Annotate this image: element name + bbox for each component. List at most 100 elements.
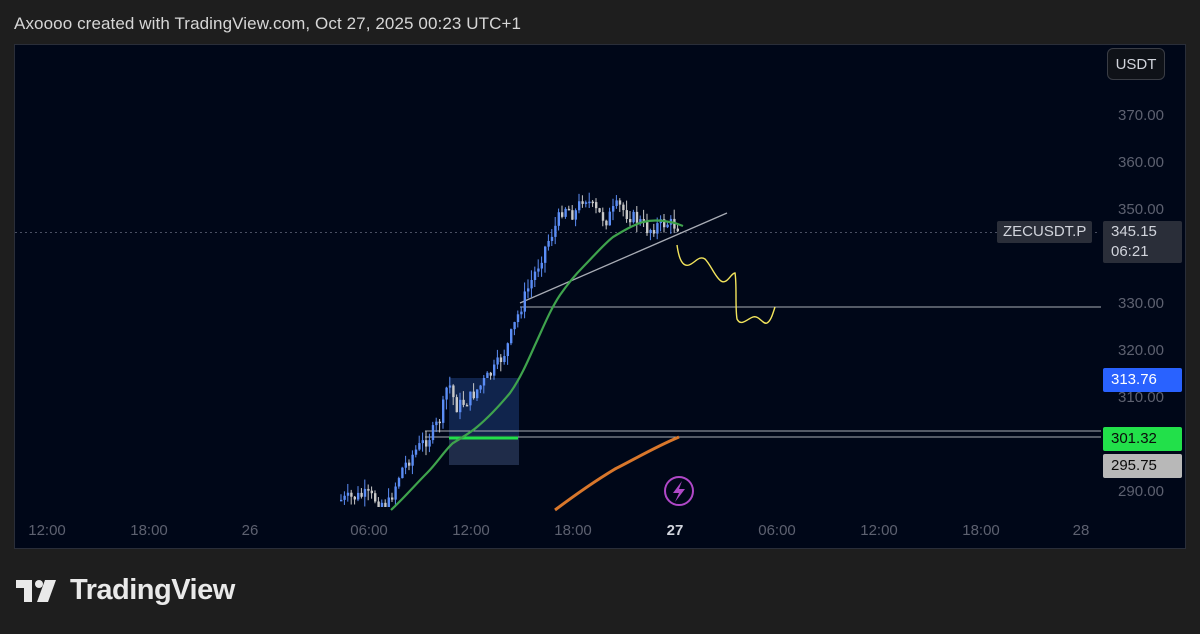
candle-body xyxy=(363,488,367,497)
candle-body xyxy=(411,454,414,466)
candle-body xyxy=(574,210,577,220)
candle-body xyxy=(591,201,594,204)
price-chart[interactable] xyxy=(15,45,1185,548)
candle-body xyxy=(506,343,509,357)
price-tick: 330.00 xyxy=(1118,295,1164,312)
candle-body xyxy=(482,377,486,386)
candle-body xyxy=(380,502,384,507)
candle-body xyxy=(530,279,533,289)
candle-body xyxy=(584,202,588,204)
chart-area[interactable]: USDT 370.00 360.00 350.00 330.00 320.00 … xyxy=(14,44,1186,549)
candle-body xyxy=(374,493,377,502)
candle-body xyxy=(598,208,601,213)
candle-body xyxy=(357,492,360,500)
moving-average-green xyxy=(390,219,684,511)
demand-zone-lower xyxy=(449,435,519,465)
last-price-value: 345.15 xyxy=(1111,223,1157,240)
time-tick: 12:00 xyxy=(28,522,66,539)
tradingview-logo[interactable]: TradingView xyxy=(16,574,235,607)
candle-body xyxy=(642,219,645,221)
symbol-label: ZECUSDT.P xyxy=(997,221,1093,243)
candle-body xyxy=(601,212,605,221)
candle-body xyxy=(428,440,431,447)
candle-body xyxy=(547,240,550,247)
candle-body xyxy=(340,499,343,502)
candle-body xyxy=(360,492,363,497)
candle-body xyxy=(605,220,608,226)
candle-body xyxy=(537,268,540,272)
candle-body xyxy=(391,497,394,500)
candle-body xyxy=(394,486,397,500)
candle-body xyxy=(567,208,571,211)
time-tick: 28 xyxy=(1072,522,1090,539)
projection-path xyxy=(676,244,776,324)
candle-body xyxy=(486,372,489,378)
price-tick: 310.00 xyxy=(1118,389,1164,406)
candle-body xyxy=(666,224,669,228)
candle-body xyxy=(629,219,632,223)
trend-line[interactable] xyxy=(519,212,728,304)
candle-body xyxy=(663,219,666,228)
candle-body xyxy=(561,212,564,217)
candle-body xyxy=(503,356,506,363)
currency-button[interactable]: USDT xyxy=(1107,48,1165,80)
candle-body xyxy=(459,399,462,413)
candle-body xyxy=(414,449,418,455)
candle-body xyxy=(510,329,513,344)
candle-body xyxy=(462,399,465,405)
candle-body xyxy=(608,211,611,226)
candle-body xyxy=(595,202,598,209)
candle-body xyxy=(472,391,475,399)
price-tick: 320.00 xyxy=(1118,342,1164,359)
candle-body xyxy=(520,311,523,315)
candle-body xyxy=(615,200,618,207)
candle-body xyxy=(465,404,469,407)
price-badge-gray: 295.75 xyxy=(1103,454,1182,478)
candle-body xyxy=(448,385,452,388)
time-tick: 06:00 xyxy=(758,522,796,539)
lightning-icon[interactable] xyxy=(664,476,694,506)
candle-body xyxy=(397,478,401,487)
candle-body xyxy=(516,314,520,323)
candle-body xyxy=(377,501,380,507)
candle-body xyxy=(533,271,537,280)
candle-body xyxy=(540,262,543,269)
candle-body xyxy=(452,385,455,398)
moving-average-orange xyxy=(554,435,680,512)
candle-body xyxy=(387,497,390,507)
candle-body xyxy=(639,219,642,223)
price-badge-blue: 313.76 xyxy=(1103,368,1182,392)
candle-body xyxy=(367,488,370,491)
candle-body xyxy=(656,223,659,234)
candle-body xyxy=(496,357,499,365)
candle-body xyxy=(578,201,581,211)
candle-body xyxy=(469,391,472,406)
candle-body xyxy=(493,364,496,376)
candle-body xyxy=(588,201,591,204)
candle-body xyxy=(554,225,557,237)
candle-body xyxy=(408,462,411,466)
candle-body xyxy=(370,490,373,494)
candle-body xyxy=(523,291,526,312)
last-price-badge: 345.15 06:21 xyxy=(1103,221,1182,263)
candle-body xyxy=(612,206,615,212)
candle-body xyxy=(476,389,479,399)
time-tick: 18:00 xyxy=(130,522,168,539)
candle-body xyxy=(550,236,554,241)
bar-countdown: 06:21 xyxy=(1111,243,1149,260)
candle-body xyxy=(455,397,458,413)
price-tick: 370.00 xyxy=(1118,107,1164,124)
candle-body xyxy=(635,211,639,223)
candle-body xyxy=(646,220,649,234)
candle-body xyxy=(632,211,635,223)
candle-body xyxy=(418,443,421,450)
candle-body xyxy=(622,204,625,211)
candle-body xyxy=(401,467,404,479)
tradingview-logo-icon xyxy=(16,579,56,602)
candle-body xyxy=(346,492,350,496)
candle-body xyxy=(384,502,387,507)
price-badge-green: 301.32 xyxy=(1103,427,1182,451)
candle-body xyxy=(425,440,428,447)
brand-name: TradingView xyxy=(70,574,235,606)
chart-caption: Axoooo created with TradingView.com, Oct… xyxy=(14,14,522,33)
